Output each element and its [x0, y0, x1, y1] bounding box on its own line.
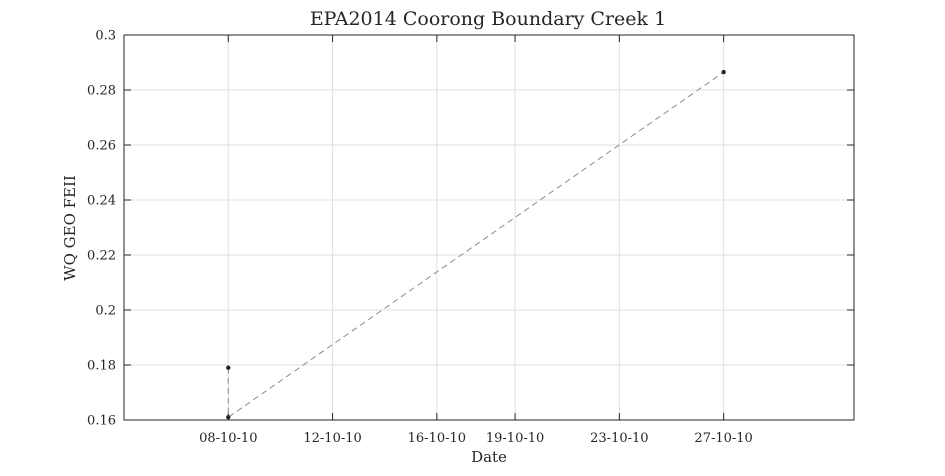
- y-axis-label: WQ GEO FEII: [61, 175, 79, 281]
- data-point: [226, 365, 231, 370]
- tick-layer: 0.16 0.18 0.2 0.22 0.24 0.26 0.28 0.3 08-10-10 12…: [87, 29, 854, 446]
- y-tick-label: 0.26: [87, 139, 116, 154]
- y-tick-label: 0.3: [95, 29, 116, 44]
- y-tick-label: 0.18: [87, 359, 116, 374]
- x-tick-label: 27-10-10: [694, 431, 752, 446]
- x-axis-label: Date: [471, 448, 507, 466]
- plot-area-frame: [123, 34, 855, 421]
- y-tick-label: 0.22: [87, 249, 116, 264]
- y-tick-label: 0.16: [87, 414, 116, 429]
- grid-layer: [124, 34, 854, 421]
- y-tick-label: 0.2: [95, 304, 116, 319]
- series-layer: [226, 69, 726, 420]
- x-tick-label: 12-10-10: [303, 431, 361, 446]
- y-tick-label: 0.24: [87, 194, 116, 209]
- data-point: [721, 69, 726, 75]
- y-tick-label: 0.28: [87, 84, 116, 99]
- x-tick-label: 23-10-10: [590, 431, 648, 446]
- x-tick-label: 16-10-10: [408, 431, 466, 446]
- chart-title: EPA2014 Coorong Boundary Creek 1: [310, 8, 666, 30]
- x-tick-label: 08-10-10: [199, 431, 257, 446]
- series-line: [227, 71, 724, 419]
- data-point: [226, 415, 231, 420]
- x-tick-label: 19-10-10: [486, 431, 544, 446]
